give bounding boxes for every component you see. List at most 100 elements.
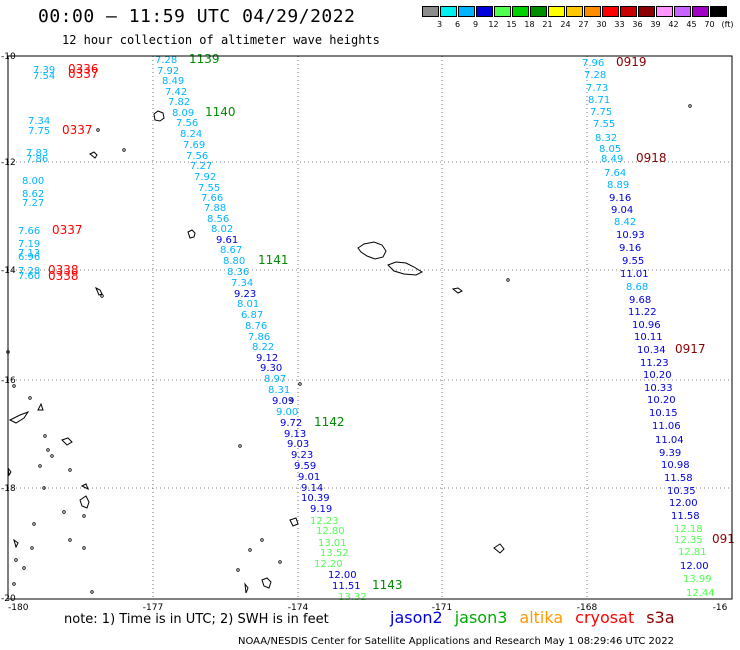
island-tonga-1 [95,286,103,296]
islet [28,396,32,400]
wave-height-label: 9.39 [659,448,681,459]
wave-height-label: 7.82 [168,97,190,108]
colorbar-label: 9 [472,20,479,29]
wave-height-label: 7.28 [18,266,40,277]
islet [290,398,294,402]
wave-height-label: 8.09 [172,108,194,119]
longitude-label: -168 [577,603,598,613]
islet [100,294,104,298]
wave-height-label: 6.87 [241,310,263,321]
wave-height-label: 8.42 [614,217,636,228]
wave-height-label: 8.67 [220,245,242,256]
island-samoa-upolu [357,241,387,260]
islet [30,546,34,550]
wave-height-label: 10.34 [637,345,666,356]
wave-height-label: 8.22 [252,342,274,353]
colorbar-label: 27 [578,20,589,29]
wave-height-label: 9.23 [291,450,313,461]
axis-labels: -10-12-14-16-18-20-180 -177 -174 -171 -168 -1… [1,52,728,613]
pass-time-label: 091 [712,532,735,546]
wave-height-label: 8.01 [237,299,259,310]
colorbar-label: 3 [436,20,443,29]
wave-height-label: 9.59 [294,461,316,472]
colorbar-swatch [512,6,529,17]
pass-time-label: 0338 [48,269,79,283]
wave-height-label: 10.39 [301,493,330,504]
note-text: note: 1) Time is in UTC; 2) SWH is in fe… [64,612,329,627]
island-futuna [187,229,196,239]
legend-item-jason2: jason2 [390,608,443,627]
island-tonga-4 [244,582,249,594]
wave-height-label: 8.49 [162,76,184,87]
map-frame [7,55,733,600]
colorbar-label: 6 [454,20,461,29]
pass-time-label: 0917 [675,342,706,356]
islet [42,486,46,490]
wave-height-label: 8.49 [601,154,623,165]
islet [12,384,16,388]
pass-time-label: 0919 [616,55,647,69]
colorbar-swatch [440,6,457,17]
map-subtitle: 12 hour collection of altimeter wave hei… [62,33,380,47]
islet [82,514,86,518]
map-grid [8,56,732,598]
islet [506,278,510,282]
islet [46,448,50,452]
wave-height-label: 7.92 [157,66,179,77]
wave-height-label: 7.19 [18,239,40,250]
wave-height-label: 9.14 [301,483,323,494]
island-niuafoou [89,151,98,159]
islet [68,538,72,542]
wave-height-label: 13.52 [320,548,349,559]
colorbar-swatch [494,6,511,17]
colorbar-label: 70 [704,20,715,29]
wave-height-label: 9.23 [234,289,256,300]
wave-height-label: 8.32 [595,133,617,144]
wave-height-label: 13.99 [683,574,712,585]
colorbar-swatch [674,6,691,17]
pass-time-label: 0337 [62,123,93,137]
colorbar-swatch [656,6,673,17]
wave-height-label: 11.04 [655,435,684,446]
wave-height-label: 7.92 [194,172,216,183]
longitude-label: -177 [143,603,163,613]
wave-height-label: 8.89 [607,180,629,191]
colorbar-label: 45 [686,20,697,29]
colorbar-swatch [602,6,619,17]
island-fiji-3 [61,437,73,446]
colorbar-swatch [458,6,475,17]
islet [298,382,302,386]
wave-height-label: 7.56 [176,118,198,129]
wave-height-label: 11.22 [628,307,657,318]
wave-height-label: 12.00 [680,561,709,572]
islet [90,590,94,594]
longitude-label: -174 [288,603,309,613]
pass-time-label: 0337 [52,223,83,237]
wave-height-label: 7.27 [190,161,212,172]
wave-height-label: 9.13 [284,429,306,440]
wave-height-label: 9.01 [298,472,320,483]
longitude-label: -180 [8,603,29,613]
legend-item-jason3: jason3 [454,608,508,627]
pass-time-label: 1140 [205,105,236,119]
land-outlines [7,110,505,594]
colorbar-label: 24 [560,20,571,29]
wave-height-label: 10.20 [647,395,676,406]
wave-height-label: 8.05 [599,144,621,155]
islet [122,148,126,152]
colorbar-label: 15 [506,20,517,29]
islet [82,546,86,550]
islet [248,548,252,552]
islet [32,522,36,526]
pass-time-label: 0337 [68,67,99,81]
pass-time-label: 1142 [314,415,345,429]
colorbar-label: 33 [614,20,625,29]
islet [688,104,692,108]
wave-height-label: 9.12 [256,353,278,364]
wave-height-label: 9.04 [611,205,633,216]
footer-credit: NOAA/NESDIS Center for Satellite Applica… [238,636,674,647]
wave-height-label: 12.80 [316,526,345,537]
wave-height-label: 7.69 [183,140,205,151]
